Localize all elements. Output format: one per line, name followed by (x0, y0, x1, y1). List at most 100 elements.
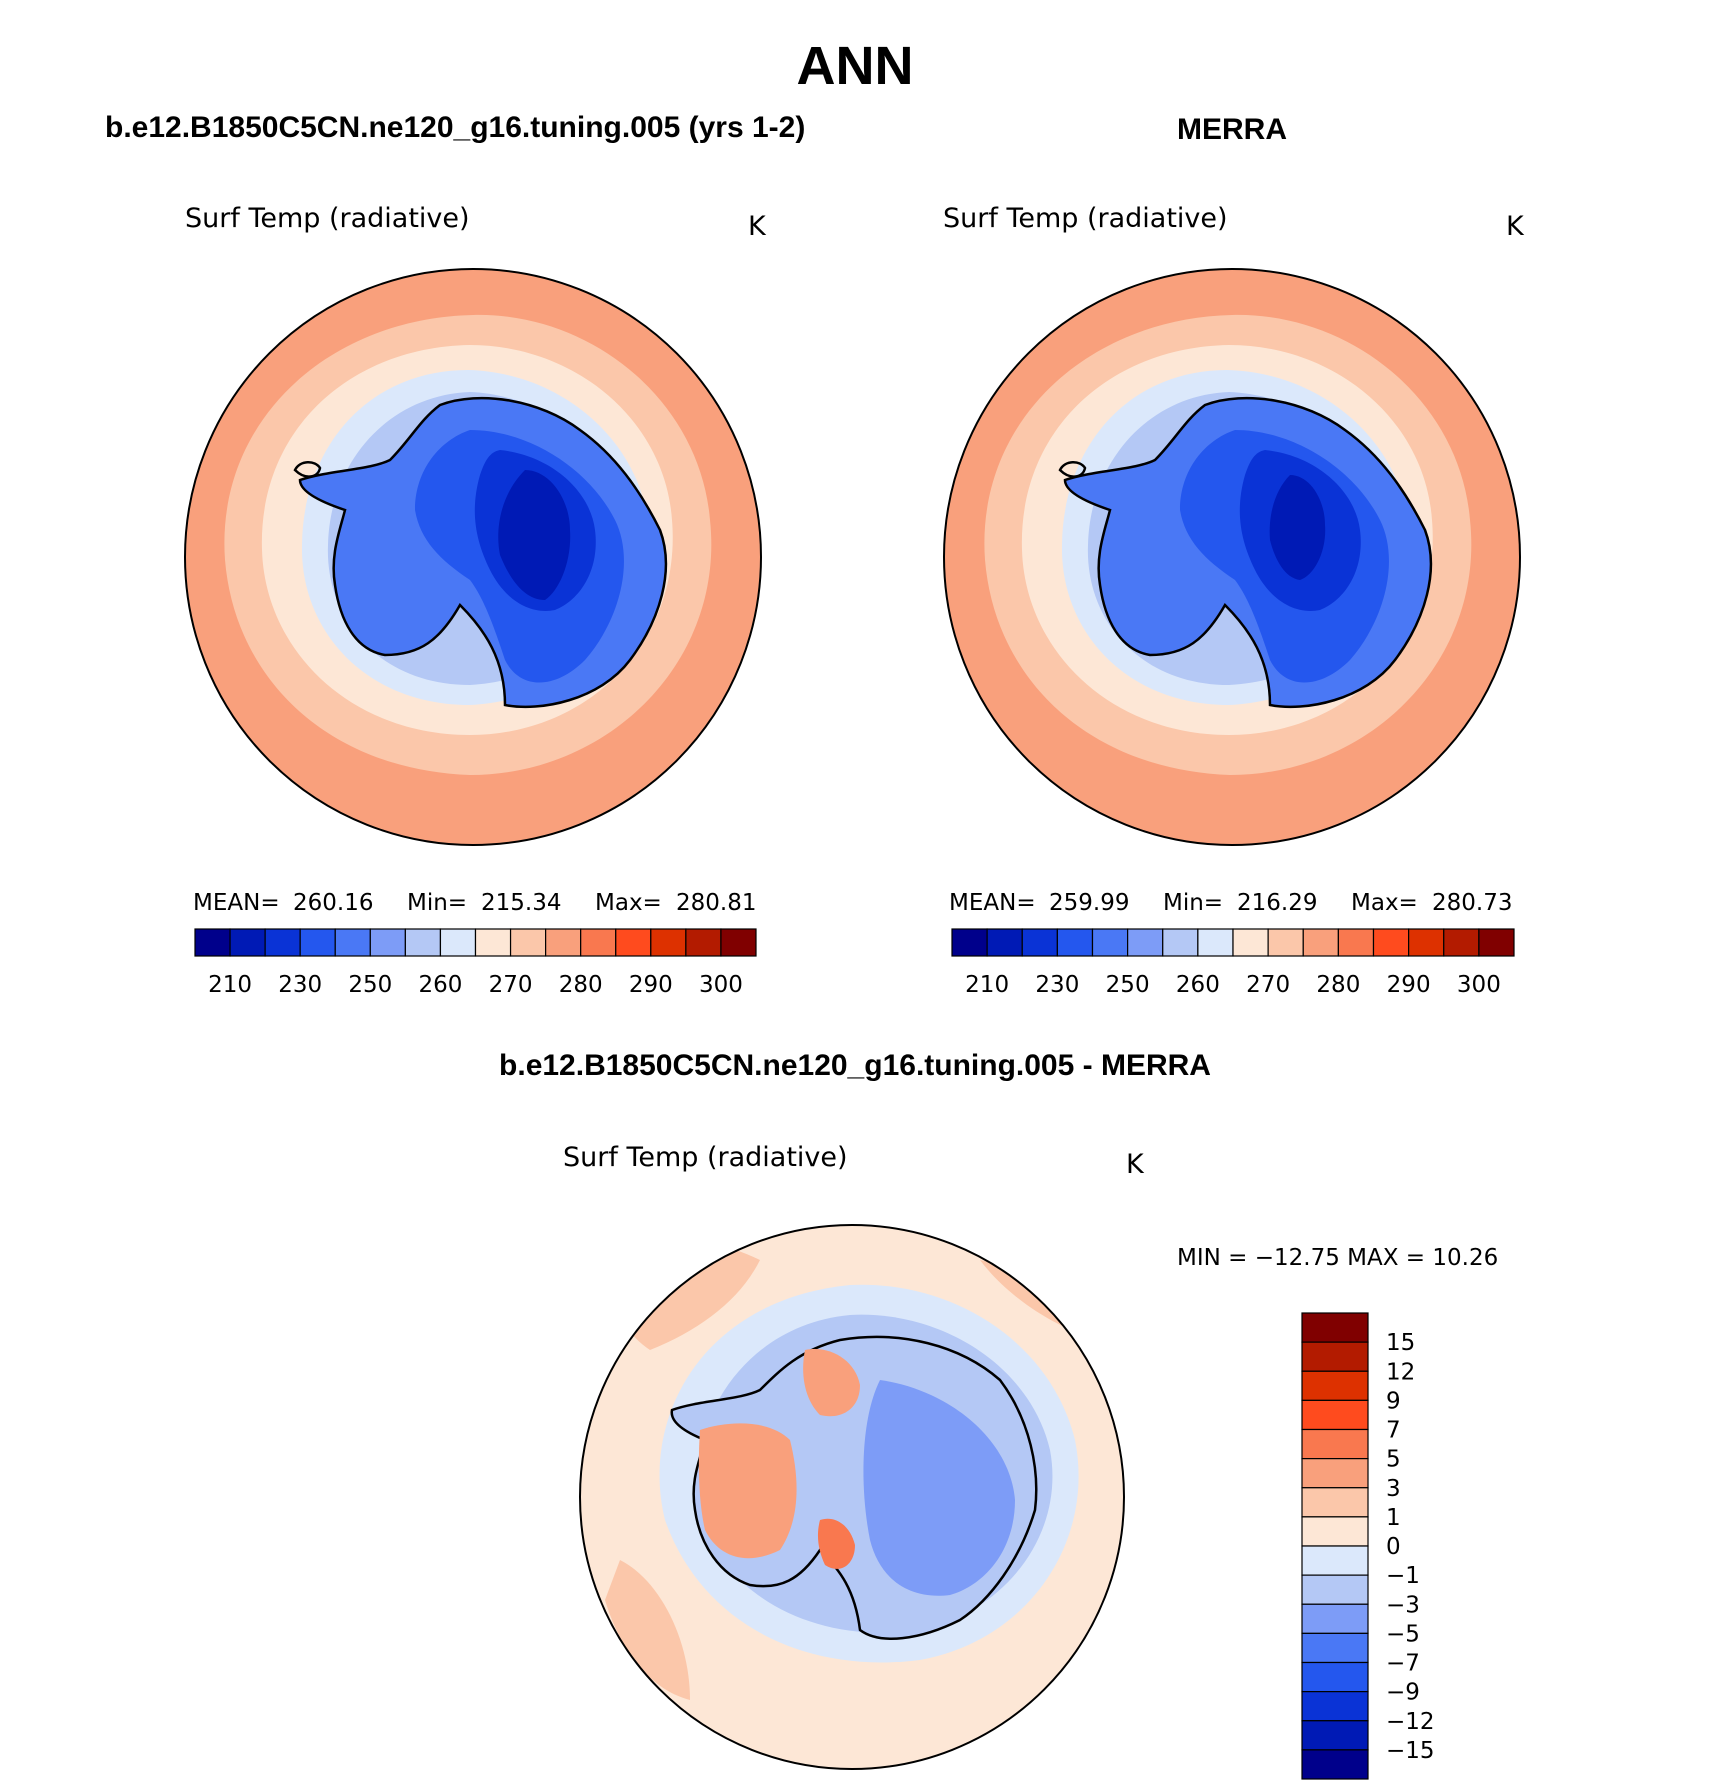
colorbar-tick-label: 260 (418, 972, 462, 998)
colorbar-tick-label: −7 (1386, 1651, 1420, 1677)
panel-obs-mean-label: MEAN= (949, 890, 1036, 916)
contour-band-5-to-7 (817, 1518, 855, 1569)
contour-band-220 (498, 470, 571, 600)
colorbar-swatch (1127, 928, 1164, 957)
colorbar-swatch (545, 928, 582, 957)
panel-obs-min-label: Min= (1163, 890, 1223, 916)
contour-band-220 (1269, 475, 1326, 580)
colorbar-swatch (299, 928, 336, 957)
colorbar-swatch (1267, 928, 1304, 957)
colorbar-swatch (685, 928, 722, 957)
contour-band-1-to-3 (605, 1560, 690, 1700)
colorbar-swatch (1301, 1487, 1369, 1518)
panel-model-max-value: 280.81 (676, 890, 756, 916)
colorbar-tick-label: 250 (1106, 972, 1150, 998)
contour-band-3-to-5 (698, 1423, 797, 1559)
colorbar-tick-label: 270 (489, 972, 533, 998)
panel-model-map (185, 269, 761, 845)
panel-diff-variable: Surf Temp (radiative) (563, 1142, 848, 1173)
colorbar-swatch (1301, 1720, 1369, 1751)
colorbar-tick-label: 280 (1316, 972, 1360, 998)
colorbar-swatch (1443, 928, 1480, 957)
colorbar-tick-label: −12 (1386, 1709, 1435, 1735)
panel-obs-map-border (943, 268, 1521, 846)
panel-obs-max-value: 280.73 (1432, 890, 1512, 916)
colorbar-swatch (1301, 1574, 1369, 1605)
panel-model-variable: Surf Temp (radiative) (185, 203, 470, 234)
panel-diff: Surf Temp (radiative) K MIN = −12.75 MAX… (563, 1142, 1498, 1780)
panel-diff-header: b.e12.B1850C5CN.ne120_g16.tuning.005 - M… (499, 1049, 1211, 1082)
colorbar-swatch (1301, 1312, 1369, 1343)
colorbar-tick-label: −9 (1386, 1680, 1420, 1706)
colorbar-swatch (264, 928, 301, 957)
contour-band-neg5-to-neg3 (863, 1380, 1015, 1596)
colorbar-swatch (1301, 1399, 1369, 1431)
colorbar-swatch (1301, 1749, 1369, 1780)
colorbar-swatch (1301, 1603, 1369, 1634)
colorbar-tick-label: 9 (1386, 1388, 1401, 1414)
colorbar-swatch (1372, 928, 1410, 957)
colorbar-tick-label: 0 (1386, 1534, 1401, 1560)
colorbar-swatch (1301, 1516, 1369, 1547)
colorbar-tick-label: 230 (278, 972, 322, 998)
colorbar-swatch (439, 928, 477, 957)
colorbar-swatch (1301, 1632, 1369, 1664)
colorbar-tick-label: 1 (1386, 1505, 1401, 1531)
colorbar-tick-label: 15 (1386, 1330, 1415, 1356)
panel-model-min-label: Min= (407, 890, 467, 916)
colorbar-tick-label: 3 (1386, 1476, 1401, 1502)
colorbar-swatch (986, 928, 1023, 957)
colorbar-tick-label: 230 (1035, 972, 1079, 998)
colorbar-swatch (1302, 928, 1339, 957)
colorbar-swatch (1478, 928, 1515, 957)
colorbar-tick-label: −5 (1386, 1621, 1420, 1647)
colorbar-tick-label: 300 (1457, 972, 1501, 998)
colorbar-tick-label: 290 (629, 972, 673, 998)
panel-model-map-border (184, 268, 762, 846)
panel-model-mean-label: MEAN= (193, 890, 280, 916)
colorbar-swatch (1301, 1370, 1369, 1401)
colorbar-swatch (194, 928, 231, 957)
panel-obs-map (944, 269, 1520, 845)
colorbar-swatch (1162, 928, 1199, 957)
colorbar-tick-label: 270 (1246, 972, 1290, 998)
panel-diff-minmax: MIN = −12.75 MAX = 10.26 (1177, 1245, 1498, 1271)
colorbar-swatch (580, 928, 617, 957)
panel-obs-variable: Surf Temp (radiative) (943, 203, 1228, 234)
colorbar-swatch (369, 928, 406, 957)
colorbar-swatch (720, 928, 757, 957)
colorbar-swatch (1301, 1691, 1369, 1722)
colorbar-swatch (1301, 1545, 1369, 1576)
colorbar-tick-label: 12 (1386, 1359, 1415, 1385)
colorbar-swatch (650, 928, 687, 957)
colorbar-swatch (404, 928, 442, 957)
antarctic-peninsula (1058, 461, 1087, 478)
panel-obs-min-value: 216.29 (1237, 890, 1317, 916)
colorbar-swatch (509, 928, 547, 957)
colorbar-swatch (1232, 928, 1269, 957)
colorbar-swatch (1301, 1428, 1369, 1460)
panel-model-min-value: 215.34 (481, 890, 561, 916)
colorbar-tick-label: 280 (559, 972, 603, 998)
colorbar-swatch (951, 928, 988, 957)
contour-band-3-to-5 (803, 1349, 860, 1417)
panel-obs-header: MERRA (1177, 113, 1287, 146)
colorbar-swatch (1197, 928, 1234, 957)
panel-diff-map (580, 1225, 1124, 1769)
colorbar-swatch (334, 928, 371, 957)
colorbar-tick-label: 290 (1387, 972, 1431, 998)
colorbar-swatch (1056, 928, 1094, 957)
antarctic-peninsula (293, 461, 322, 478)
colorbar-swatch (1301, 1458, 1369, 1489)
colorbar-tick-label: 5 (1386, 1447, 1401, 1473)
colorbar-tick-label: 300 (699, 972, 743, 998)
colorbar-swatch (1408, 928, 1445, 957)
colorbar-tick-label: 7 (1386, 1418, 1401, 1444)
colorbar-tick-label: −15 (1386, 1738, 1435, 1764)
panel-model-header: b.e12.B1850C5CN.ne120_g16.tuning.005 (yr… (105, 111, 805, 144)
colorbar-swatch (1091, 928, 1129, 957)
panel-diff-units: K (1126, 1149, 1145, 1180)
panel-model-units: K (748, 211, 767, 242)
colorbar-swatch (1337, 928, 1375, 957)
